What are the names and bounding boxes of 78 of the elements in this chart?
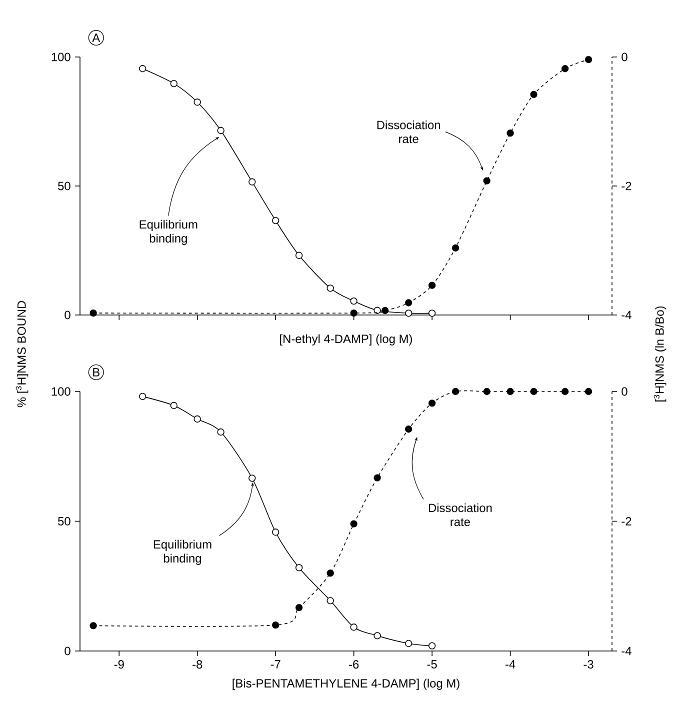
point (506, 130, 514, 137)
point (326, 570, 334, 577)
point (170, 402, 178, 410)
x-axis-title: [N-ethyl 4-DAMP] (log M) (280, 334, 412, 346)
chart-title: B (93, 368, 100, 376)
y2-tick-label: 0 (622, 52, 628, 62)
x-axis-title: [Bis-PENTAMETHYLENE 4-DAMP] (log M) (232, 678, 460, 690)
y2-tick-label: -4 (622, 310, 632, 320)
point (506, 388, 514, 396)
point (326, 597, 334, 604)
point (194, 98, 201, 106)
point (90, 622, 97, 630)
point (272, 621, 280, 629)
point (405, 299, 412, 306)
point (483, 177, 490, 184)
point (561, 65, 569, 72)
y-tick-label: 50 (58, 182, 70, 190)
point (350, 309, 358, 317)
x-tick-label: -7 (270, 660, 280, 668)
x-tick-label: -4 (506, 660, 516, 668)
y-tick-label: 100 (52, 387, 70, 396)
point (374, 306, 381, 314)
point (326, 284, 334, 292)
point (295, 564, 303, 572)
point (350, 297, 358, 305)
point (217, 126, 224, 134)
point (272, 528, 280, 536)
point (295, 252, 303, 259)
y2-tick-label: -4 (622, 646, 632, 656)
y2-tick-label: -2 (622, 182, 632, 190)
y2-axis-title: [$^{3}$H]NMS (ln B/Bo) (654, 306, 666, 402)
point (194, 415, 201, 423)
point (584, 56, 592, 64)
point (452, 244, 460, 252)
annotation: Equilibrium binding (140, 220, 198, 245)
x-tick-label: -5 (427, 660, 437, 668)
point (139, 392, 146, 400)
x-tick-label: -3 (584, 660, 594, 669)
x-tick-label: -6 (349, 660, 359, 669)
point (428, 400, 436, 407)
point (374, 632, 381, 640)
point (428, 310, 436, 317)
point (248, 178, 256, 186)
annotation: Dissociation rate (428, 503, 492, 526)
point (350, 624, 358, 631)
point (90, 309, 97, 317)
point (452, 388, 460, 396)
point (483, 388, 490, 396)
y-tick-label: 100 (52, 52, 70, 62)
point (350, 520, 358, 528)
point (217, 428, 224, 436)
point (405, 310, 412, 317)
annotation: Equilibrium binding (154, 540, 212, 565)
point (295, 604, 303, 612)
point (584, 388, 592, 396)
point (428, 282, 436, 289)
annotation: Dissociation rate (377, 120, 440, 144)
point (530, 388, 538, 396)
point (428, 642, 436, 650)
point (405, 640, 412, 648)
point (405, 426, 412, 433)
chart-title: A (92, 34, 100, 42)
y-tick-label: 0 (64, 310, 70, 320)
point (170, 80, 178, 88)
point (272, 216, 280, 224)
point (530, 90, 538, 98)
y-axis-title: % [$^{3}$H]NMS BOUND (16, 300, 28, 408)
point (374, 474, 381, 482)
y2-tick-label: -2 (622, 517, 632, 526)
x-tick-label: -8 (192, 660, 202, 669)
x-tick-label: -9 (114, 660, 124, 669)
point (248, 474, 256, 482)
point (139, 65, 146, 72)
point (561, 388, 569, 396)
point (382, 306, 389, 314)
y-tick-label: 0 (64, 646, 70, 656)
y-tick-label: 50 (58, 517, 70, 526)
y2-tick-label: 0 (622, 387, 628, 396)
